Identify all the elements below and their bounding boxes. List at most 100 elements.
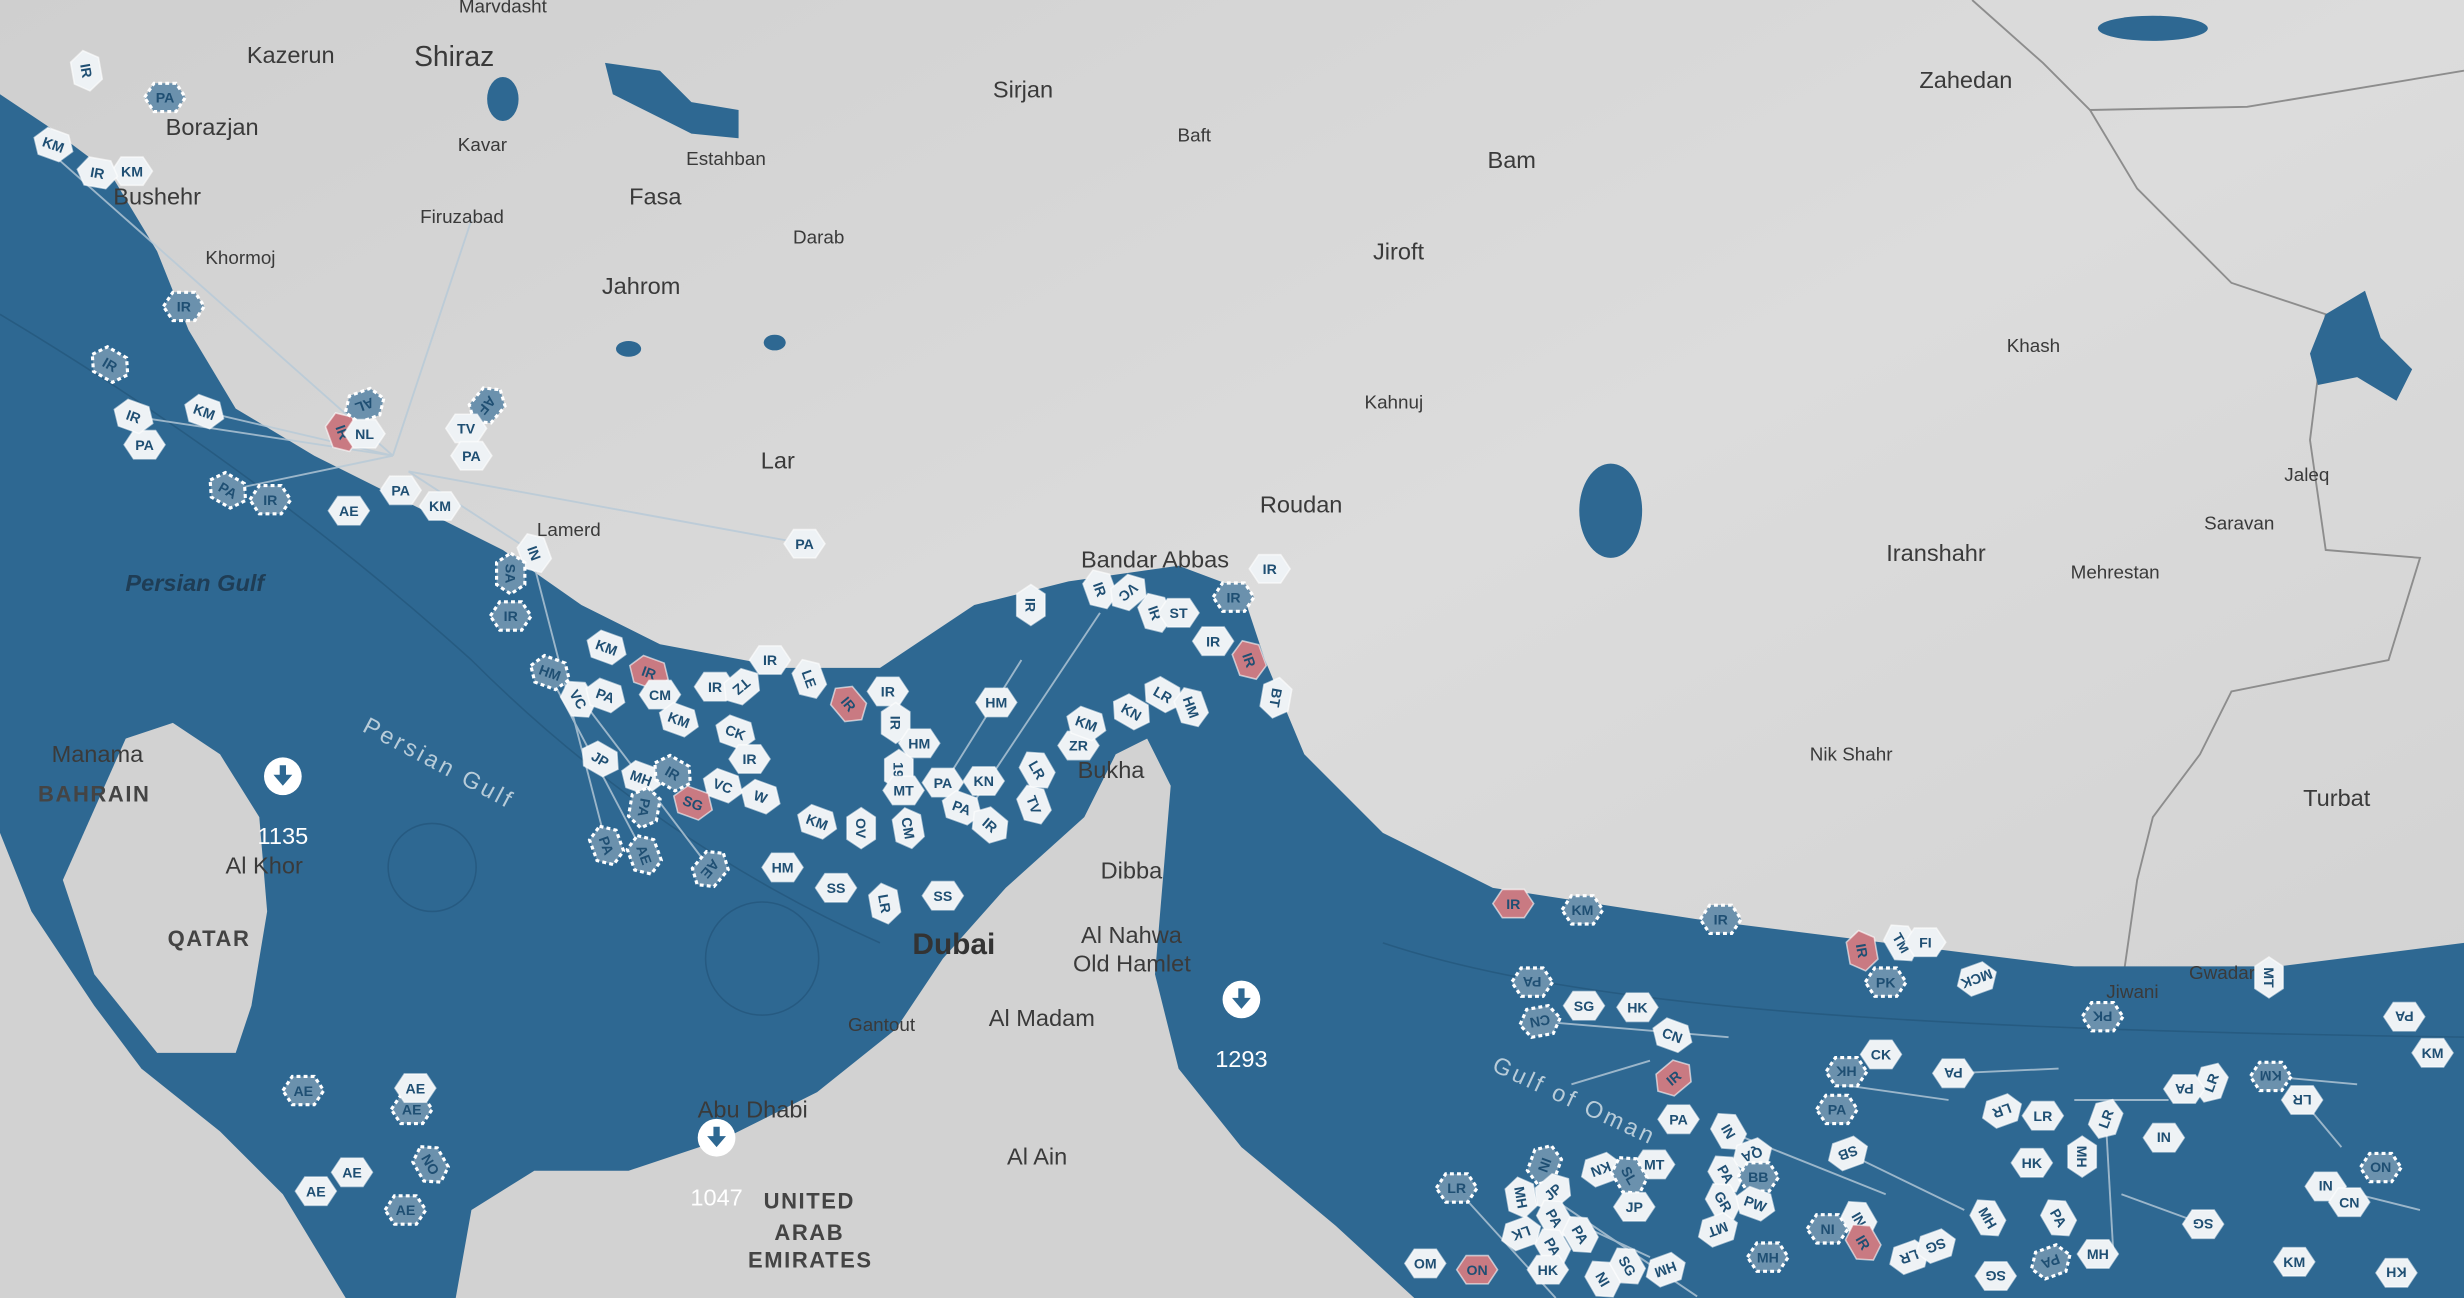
vessel-marker[interactable]: IR bbox=[1248, 553, 1292, 584]
vessel-marker[interactable]: PA bbox=[379, 475, 423, 506]
vessel-marker[interactable]: MT bbox=[1632, 1149, 1676, 1180]
vessel-marker[interactable]: PA bbox=[2036, 1193, 2081, 1243]
vessel-marker[interactable]: CN bbox=[1648, 1015, 1696, 1056]
vessel-marker[interactable]: LR bbox=[1434, 1172, 1480, 1204]
vessel-marker[interactable]: IR bbox=[965, 801, 1014, 849]
vessel-marker[interactable]: PK bbox=[2080, 1001, 2125, 1033]
vessel-marker[interactable]: CK bbox=[711, 712, 759, 753]
vessel-marker[interactable]: SL bbox=[1607, 1151, 1652, 1201]
vessel-marker[interactable]: IR bbox=[1015, 583, 1046, 627]
vessel-marker[interactable]: AE bbox=[393, 1073, 437, 1104]
vessel-marker[interactable]: FI bbox=[1903, 927, 1947, 958]
vessel-marker[interactable]: IR bbox=[110, 396, 158, 437]
vessel-marker[interactable]: MH bbox=[1745, 1241, 1791, 1273]
download-arrow-icon[interactable] bbox=[697, 1118, 736, 1157]
vessel-marker[interactable]: CM bbox=[891, 806, 926, 851]
vessel-marker[interactable]: KM bbox=[1560, 894, 1605, 926]
download-arrow-icon[interactable] bbox=[264, 757, 302, 796]
vessel-marker[interactable]: KM bbox=[418, 491, 462, 521]
vessel-marker[interactable]: PA bbox=[142, 81, 188, 114]
vessel-marker[interactable]: NO bbox=[2358, 1151, 2404, 1184]
vessel-marker[interactable]: AE bbox=[383, 1194, 428, 1226]
vessel-marker[interactable]: TV bbox=[1014, 781, 1055, 829]
vessel-marker[interactable]: PA bbox=[1703, 1149, 1748, 1199]
vessel-marker[interactable]: AF bbox=[463, 381, 511, 430]
vessel-marker[interactable]: IR bbox=[161, 290, 207, 323]
vessel-marker[interactable]: LR bbox=[2021, 1100, 2065, 1131]
vessel-marker[interactable]: PA bbox=[783, 528, 826, 559]
vessel-marker[interactable]: HK bbox=[1824, 1056, 1869, 1088]
vessel-marker[interactable]: SG bbox=[1605, 1241, 1650, 1291]
vessel-marker[interactable]: ZR bbox=[1057, 730, 1100, 761]
vessel-cluster[interactable]: 1135 bbox=[258, 757, 309, 849]
vessel-marker[interactable]: MT bbox=[1694, 1210, 1742, 1251]
vessel-marker[interactable]: SG bbox=[1912, 1226, 1960, 1267]
vessel-marker[interactable]: IR bbox=[75, 155, 120, 190]
vessel-marker[interactable]: PA bbox=[1657, 1104, 1700, 1135]
vessel-marker[interactable]: PA bbox=[450, 440, 493, 471]
vessel-marker[interactable]: IR bbox=[825, 679, 873, 728]
vessel-marker[interactable]: MH bbox=[2076, 1239, 2120, 1269]
vessel-marker[interactable]: IR bbox=[1229, 636, 1270, 684]
vessel-marker[interactable]: KM bbox=[2411, 1037, 2454, 1068]
vessel-marker[interactable]: IR bbox=[748, 645, 792, 675]
vessel-marker[interactable]: IR bbox=[85, 342, 135, 387]
vessel-marker[interactable]: SG bbox=[669, 783, 717, 824]
vessel-marker[interactable]: PA bbox=[581, 675, 629, 716]
vessel-marker[interactable]: LR bbox=[2280, 1085, 2324, 1115]
vessel-marker[interactable]: LE bbox=[789, 655, 830, 703]
vessel-marker[interactable]: NO bbox=[408, 1140, 453, 1190]
vessel-marker[interactable]: NL bbox=[343, 418, 386, 449]
vessel-marker[interactable]: BT bbox=[1259, 675, 1294, 720]
vessel-marker[interactable]: HM bbox=[974, 687, 1018, 718]
vessel-marker[interactable]: PA bbox=[1558, 1210, 1603, 1260]
vessel-marker[interactable]: NI bbox=[1805, 1213, 1850, 1245]
vessel-marker[interactable]: OM bbox=[1403, 1248, 1447, 1279]
vessel-marker[interactable]: KM bbox=[180, 391, 228, 432]
vessel-marker[interactable]: ST bbox=[1157, 597, 1200, 628]
vessel-marker[interactable]: PA bbox=[2382, 1001, 2426, 1032]
vessel-marker[interactable]: LR bbox=[867, 881, 902, 926]
vessel-marker[interactable]: PA bbox=[1931, 1058, 1975, 1089]
vessel-marker[interactable]: HM bbox=[1171, 683, 1212, 731]
vessel-marker[interactable]: TZ bbox=[717, 663, 766, 711]
vessel-marker[interactable]: TV bbox=[444, 413, 488, 444]
vessel-marker[interactable]: AE bbox=[624, 831, 665, 879]
vessel-marker[interactable]: LR bbox=[2085, 1095, 2126, 1143]
vessel-marker[interactable]: PA bbox=[1532, 1193, 1577, 1243]
vessel-cluster[interactable]: 1293 bbox=[1215, 980, 1268, 1072]
vessel-marker[interactable]: MH bbox=[1965, 1193, 2010, 1243]
vessel-marker[interactable]: LK bbox=[1497, 1213, 1545, 1254]
vessel-marker[interactable]: SG bbox=[1974, 1261, 2018, 1291]
vessel-marker[interactable]: MT bbox=[882, 775, 925, 806]
vessel-marker[interactable]: MCK bbox=[1953, 959, 2001, 1000]
vessel-marker[interactable]: MH bbox=[617, 758, 665, 799]
vessel-marker[interactable]: KM bbox=[2248, 1060, 2294, 1093]
vessel-marker[interactable]: NI bbox=[2142, 1122, 2186, 1153]
vessel-marker[interactable]: PK bbox=[1863, 966, 1909, 998]
vessel-marker[interactable]: IR bbox=[69, 48, 104, 93]
vessel-marker[interactable]: PA bbox=[586, 821, 627, 869]
vessel-marker[interactable]: HM bbox=[761, 852, 804, 883]
vessel-marker[interactable]: IR bbox=[1649, 1054, 1698, 1102]
vessel-marker[interactable]: GR bbox=[1701, 1177, 1746, 1227]
vessel-marker[interactable]: IR bbox=[488, 600, 534, 632]
vessel-marker[interactable]: IR bbox=[648, 751, 698, 796]
vessel-marker[interactable]: PA bbox=[2027, 1242, 2075, 1283]
vessel-marker[interactable]: AE bbox=[330, 1157, 374, 1188]
vessel-marker[interactable]: SS bbox=[921, 880, 965, 911]
vessel-marker[interactable]: AE bbox=[294, 1176, 338, 1207]
vessel-marker[interactable]: JP bbox=[1612, 1191, 1656, 1222]
vessel-marker[interactable]: NI bbox=[1580, 1254, 1625, 1298]
vessel-marker[interactable]: KM bbox=[655, 699, 703, 740]
vessel-marker[interactable]: KH bbox=[2375, 1257, 2418, 1288]
vessel-marker[interactable]: IR bbox=[1841, 1218, 1886, 1268]
vessel-marker[interactable]: IR bbox=[866, 676, 910, 707]
vessel-marker[interactable]: HM bbox=[1642, 1249, 1690, 1290]
vessel-marker[interactable]: SB bbox=[1824, 1133, 1872, 1174]
vessel-marker[interactable]: W bbox=[737, 776, 785, 817]
vessel-marker[interactable]: KM bbox=[2272, 1246, 2316, 1277]
vessel-marker[interactable]: PA bbox=[921, 767, 965, 798]
vessel-marker[interactable]: KM bbox=[793, 802, 841, 843]
vessel-marker[interactable]: AE bbox=[280, 1074, 326, 1107]
